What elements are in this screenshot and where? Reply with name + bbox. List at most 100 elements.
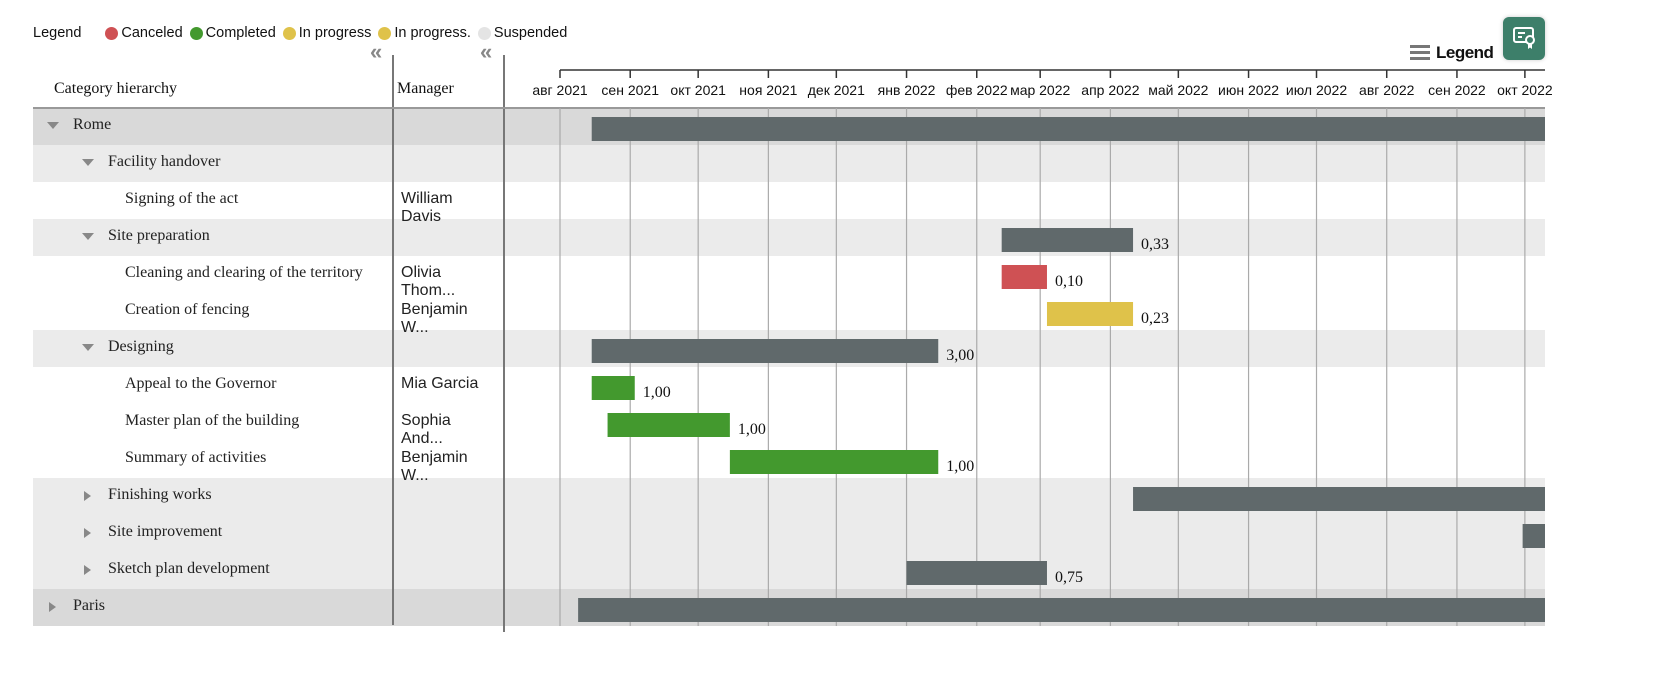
collapse-arrow-icon[interactable] bbox=[82, 233, 94, 240]
collapse-arrow-icon[interactable] bbox=[82, 159, 94, 166]
certificate-icon bbox=[1513, 27, 1535, 49]
legend-dot-icon bbox=[105, 26, 119, 40]
gantt-row[interactable]: Summary of activities bbox=[33, 441, 1545, 478]
month-label: окт 2022 bbox=[1497, 82, 1553, 98]
month-label: июл 2022 bbox=[1286, 82, 1347, 98]
category-name: Creation of fencing bbox=[125, 301, 250, 318]
header-category-hierarchy[interactable]: Category hierarchy bbox=[54, 80, 178, 97]
gantt-row[interactable]: Site preparation bbox=[33, 219, 1545, 256]
legend-item[interactable]: Canceled bbox=[105, 25, 183, 41]
task-bar bbox=[607, 413, 730, 437]
task-bar bbox=[1522, 524, 1545, 548]
legend-item[interactable]: Suspended bbox=[477, 25, 568, 41]
task-bar bbox=[591, 117, 1545, 141]
category-name: Sketch plan development bbox=[108, 560, 270, 577]
manager-name: Benjamin W... bbox=[401, 449, 468, 484]
month-label: май 2022 bbox=[1148, 82, 1208, 98]
month-label: авг 2022 bbox=[1359, 82, 1415, 98]
gantt-row[interactable]: Sketch plan development bbox=[33, 552, 1545, 589]
legend-dot-icon bbox=[378, 26, 392, 40]
month-label: окт 2021 bbox=[670, 82, 726, 98]
expand-arrow-icon[interactable] bbox=[84, 491, 91, 501]
task-bar bbox=[1046, 302, 1134, 326]
task-value-label: 0,33 bbox=[1141, 236, 1169, 253]
legend-item[interactable]: In progress. bbox=[378, 25, 471, 41]
legend-toggle-button[interactable]: Legend bbox=[1410, 42, 1494, 63]
task-value-label: 1,00 bbox=[946, 458, 974, 475]
legend-item-label: Canceled bbox=[121, 25, 183, 41]
category-name: Finishing works bbox=[108, 486, 212, 503]
legend-item-label: In progress bbox=[298, 25, 372, 41]
legend-item-label: In progress. bbox=[394, 25, 471, 41]
gantt-row[interactable]: Facility handover bbox=[33, 145, 1545, 182]
gantt-row[interactable]: Cleaning and clearing of the territory bbox=[33, 256, 1545, 293]
collapse-arrow-icon[interactable] bbox=[47, 122, 59, 129]
category-name: Designing bbox=[108, 338, 174, 355]
gantt-row[interactable]: Appeal to the Governor bbox=[33, 367, 1545, 404]
manager-name: Olivia Thom... bbox=[401, 264, 456, 299]
legend-item[interactable]: Completed bbox=[189, 25, 276, 41]
expand-arrow-icon[interactable] bbox=[49, 602, 56, 612]
expand-arrow-icon[interactable] bbox=[84, 565, 91, 575]
month-label: ноя 2021 bbox=[739, 82, 797, 98]
legend-item-label: Completed bbox=[205, 25, 276, 41]
task-bar bbox=[906, 561, 1047, 585]
task-bar bbox=[591, 339, 939, 363]
task-value-label: 0,10 bbox=[1055, 273, 1083, 290]
manager-name: Benjamin W... bbox=[401, 301, 468, 336]
category-name: Summary of activities bbox=[125, 449, 267, 466]
task-bar bbox=[1001, 265, 1047, 289]
category-name: Cleaning and clearing of the territory bbox=[125, 264, 363, 281]
task-value-label: 1,00 bbox=[738, 421, 766, 438]
column-divider[interactable] bbox=[503, 55, 505, 632]
collapse-arrow-icon[interactable] bbox=[82, 344, 94, 351]
certificate-button[interactable] bbox=[1503, 17, 1545, 60]
legend-dot-icon bbox=[282, 26, 296, 40]
expand-arrow-icon[interactable] bbox=[84, 528, 91, 538]
month-label: янв 2022 bbox=[878, 82, 936, 98]
gantt-row[interactable]: Master plan of the building bbox=[33, 404, 1545, 441]
gantt-row[interactable]: Signing of the act bbox=[33, 182, 1545, 219]
month-label: сен 2022 bbox=[1428, 82, 1486, 98]
category-name: Site improvement bbox=[108, 523, 223, 540]
legend-title: Legend bbox=[33, 25, 82, 41]
task-bar bbox=[1133, 487, 1545, 511]
task-bar bbox=[591, 376, 635, 400]
column-divider[interactable] bbox=[392, 55, 394, 625]
legend-items: Canceled Completed In progress In progress.… bbox=[105, 25, 574, 41]
gantt-row[interactable]: Creation of fencing bbox=[33, 293, 1545, 330]
month-label: дек 2021 bbox=[808, 82, 865, 98]
manager-name: Sophia And... bbox=[401, 412, 451, 447]
category-name: Master plan of the building bbox=[125, 412, 300, 429]
task-bar bbox=[578, 598, 1545, 622]
task-bar bbox=[729, 450, 939, 474]
month-label: фев 2022 bbox=[946, 82, 1008, 98]
category-name: Facility handover bbox=[108, 153, 221, 170]
legend-item-label: Suspended bbox=[493, 25, 568, 41]
category-name: Site preparation bbox=[108, 227, 210, 244]
legend-bar: Legend Canceled Completed In progress In pr… bbox=[33, 25, 574, 41]
category-name: Paris bbox=[73, 597, 105, 614]
month-label: сен 2021 bbox=[601, 82, 659, 98]
month-label: мар 2022 bbox=[1010, 82, 1070, 98]
category-name: Rome bbox=[73, 116, 112, 133]
month-label: авг 2021 bbox=[532, 82, 588, 98]
task-value-label: 1,00 bbox=[643, 384, 671, 401]
menu-icon bbox=[1410, 42, 1430, 63]
legend-dot-icon bbox=[477, 26, 491, 40]
manager-name: William Davis bbox=[401, 190, 453, 225]
task-value-label: 3,00 bbox=[946, 347, 974, 364]
header-manager[interactable]: Manager bbox=[397, 80, 454, 97]
category-name: Appeal to the Governor bbox=[125, 375, 277, 392]
task-value-label: 0,75 bbox=[1055, 569, 1083, 586]
month-label: июн 2022 bbox=[1218, 82, 1279, 98]
header-divider bbox=[33, 107, 1545, 109]
gantt-row[interactable]: Site improvement bbox=[33, 515, 1545, 552]
category-name: Signing of the act bbox=[125, 190, 239, 207]
month-label: апр 2022 bbox=[1081, 82, 1139, 98]
legend-toggle-label: Legend bbox=[1436, 42, 1494, 62]
manager-name: Mia Garcia bbox=[401, 375, 479, 392]
legend-item[interactable]: In progress bbox=[282, 25, 372, 41]
legend-dot-icon bbox=[189, 26, 203, 40]
